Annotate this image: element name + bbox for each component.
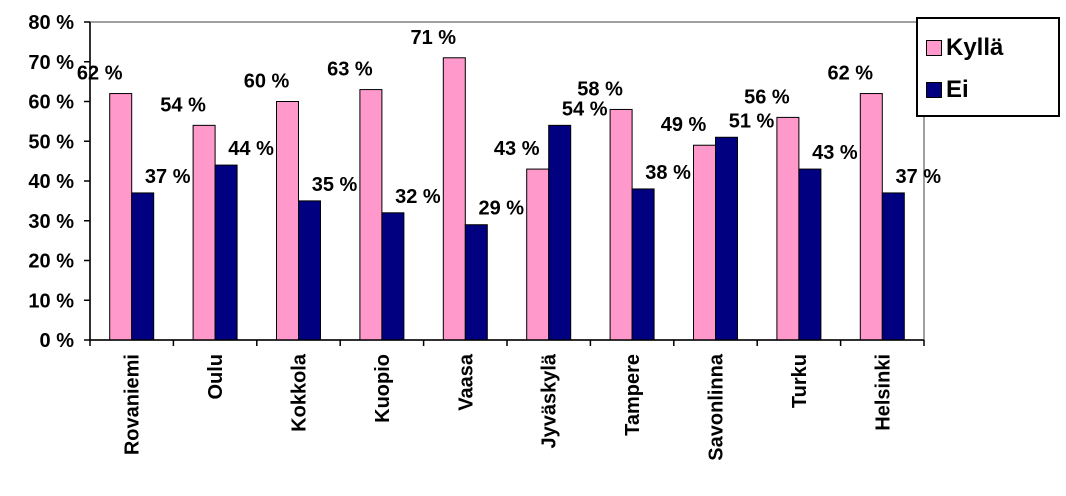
category-label: Jyväskylä	[539, 353, 561, 448]
data-label-ei: 35 %	[312, 174, 358, 196]
y-tick-label: 10 %	[28, 290, 74, 312]
legend-swatch-ei	[926, 82, 942, 98]
bar-kylla	[192, 124, 216, 341]
legend-label-ei: Ei	[946, 76, 969, 103]
bar-kylla	[359, 89, 383, 341]
bar-ei	[381, 212, 405, 341]
bar-kylla	[526, 168, 550, 341]
category-label: Savonlinna	[706, 353, 728, 461]
data-label-ei: 51 %	[729, 110, 775, 132]
category-label: Turku	[789, 354, 811, 408]
data-label-kylla: 63 %	[327, 59, 373, 81]
category-label: Oulu	[205, 354, 227, 400]
category-label: Tampere	[622, 354, 644, 436]
bar-ei	[131, 192, 155, 341]
data-label-ei: 43 %	[812, 142, 858, 164]
bar-kylla	[693, 144, 716, 341]
data-label-kylla: 56 %	[744, 86, 790, 108]
category-label: Kuopio	[372, 354, 394, 423]
bar-kylla	[776, 116, 800, 341]
legend-swatch-kylla	[926, 40, 942, 56]
data-label-kylla: 62 %	[828, 63, 874, 85]
y-tick-label: 50 %	[28, 131, 74, 153]
data-label-kylla: 49 %	[661, 114, 707, 136]
bars	[109, 57, 905, 341]
bar-ei	[548, 124, 572, 341]
category-label: Vaasa	[455, 353, 477, 411]
bar-kylla	[276, 101, 299, 341]
data-label-kylla: 43 %	[494, 138, 540, 160]
category-label: Helsinki	[872, 354, 894, 431]
bar-ei	[214, 164, 238, 341]
y-tick-label: 80 %	[28, 12, 74, 34]
bar-ei	[464, 224, 488, 341]
bar-kylla	[442, 57, 466, 341]
data-label-ei: 37 %	[896, 166, 942, 188]
bar-kylla	[859, 93, 883, 341]
category-label: Rovaniemi	[122, 354, 144, 455]
data-label-kylla: 60 %	[244, 71, 290, 93]
data-label-ei: 37 %	[145, 166, 191, 188]
bar-ei	[298, 200, 321, 341]
legend-item-kylla: Kyllä	[926, 34, 1004, 61]
y-tick-label: 40 %	[28, 171, 74, 193]
y-tick-label: 20 %	[28, 251, 74, 273]
legend-label-kylla: Kyllä	[946, 34, 1004, 61]
y-tick-label: 70 %	[28, 52, 74, 74]
y-axis: 0 % 10 % 20 % 30 % 40 % 50 % 60 % 70 % 80 %	[28, 12, 91, 352]
bar-ei	[798, 168, 822, 341]
data-label-ei: 38 %	[645, 162, 691, 184]
data-label-kylla: 58 %	[577, 78, 623, 100]
data-label-ei: 29 %	[479, 198, 525, 220]
y-tick-label: 30 %	[28, 211, 74, 233]
y-tick-label: 60 %	[28, 92, 74, 114]
data-label-kylla: 54 %	[160, 94, 206, 116]
data-label-kylla: 62 %	[77, 63, 123, 85]
data-labels: 62 % 37 % 54 % 44 % 60 % 35 % 63 % 32 % 71 % 29 %…	[77, 27, 941, 220]
bar-kylla	[109, 93, 133, 341]
legend-item-ei: Ei	[926, 76, 969, 103]
x-axis: Rovaniemi Oulu Kokkola Kuopio Vaasa Jyväskylä…	[89, 339, 925, 461]
data-label-kylla: 71 %	[411, 27, 457, 49]
bar-ei	[631, 188, 655, 341]
data-label-ei: 54 %	[562, 98, 608, 120]
bar-kylla	[609, 108, 633, 341]
y-tick-label: 0 %	[40, 330, 75, 352]
category-label: Kokkola	[289, 353, 311, 432]
data-label-ei: 44 %	[228, 138, 274, 160]
bar-ei	[881, 192, 905, 341]
bar-ei	[715, 136, 738, 341]
data-label-ei: 32 %	[395, 186, 441, 208]
legend: Kyllä Ei	[916, 17, 1060, 117]
